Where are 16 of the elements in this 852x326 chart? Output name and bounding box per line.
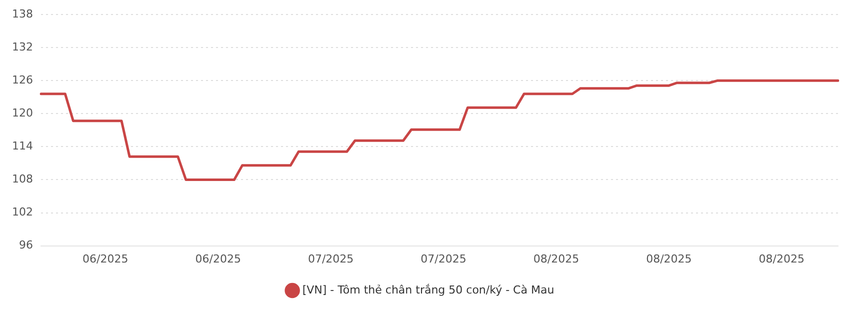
x-tick-label: 07/2025: [420, 252, 466, 266]
y-tick-label: 132: [12, 40, 33, 54]
y-tick-label: 120: [12, 106, 33, 120]
y-tick-label: 108: [12, 172, 33, 186]
y-tick-label: 102: [12, 206, 33, 219]
y-tick-label: 96: [18, 238, 33, 252]
y-tick-label: 126: [12, 74, 33, 87]
x-tick-label: 08/2025: [758, 252, 804, 266]
x-tick-label: 06/2025: [82, 252, 128, 266]
x-tick-label: 06/2025: [195, 252, 241, 266]
y-tick-label: 114: [12, 140, 33, 153]
x-tick-label: 07/2025: [308, 252, 354, 266]
legend-label: [VN] - Tôm thẻ chân trắng 50 con/ký - Cà Mau: [302, 283, 554, 296]
x-tick-label: 08/2025: [646, 252, 692, 266]
x-tick-label: 08/2025: [533, 252, 580, 266]
y-tick-label: 138: [12, 7, 33, 20]
